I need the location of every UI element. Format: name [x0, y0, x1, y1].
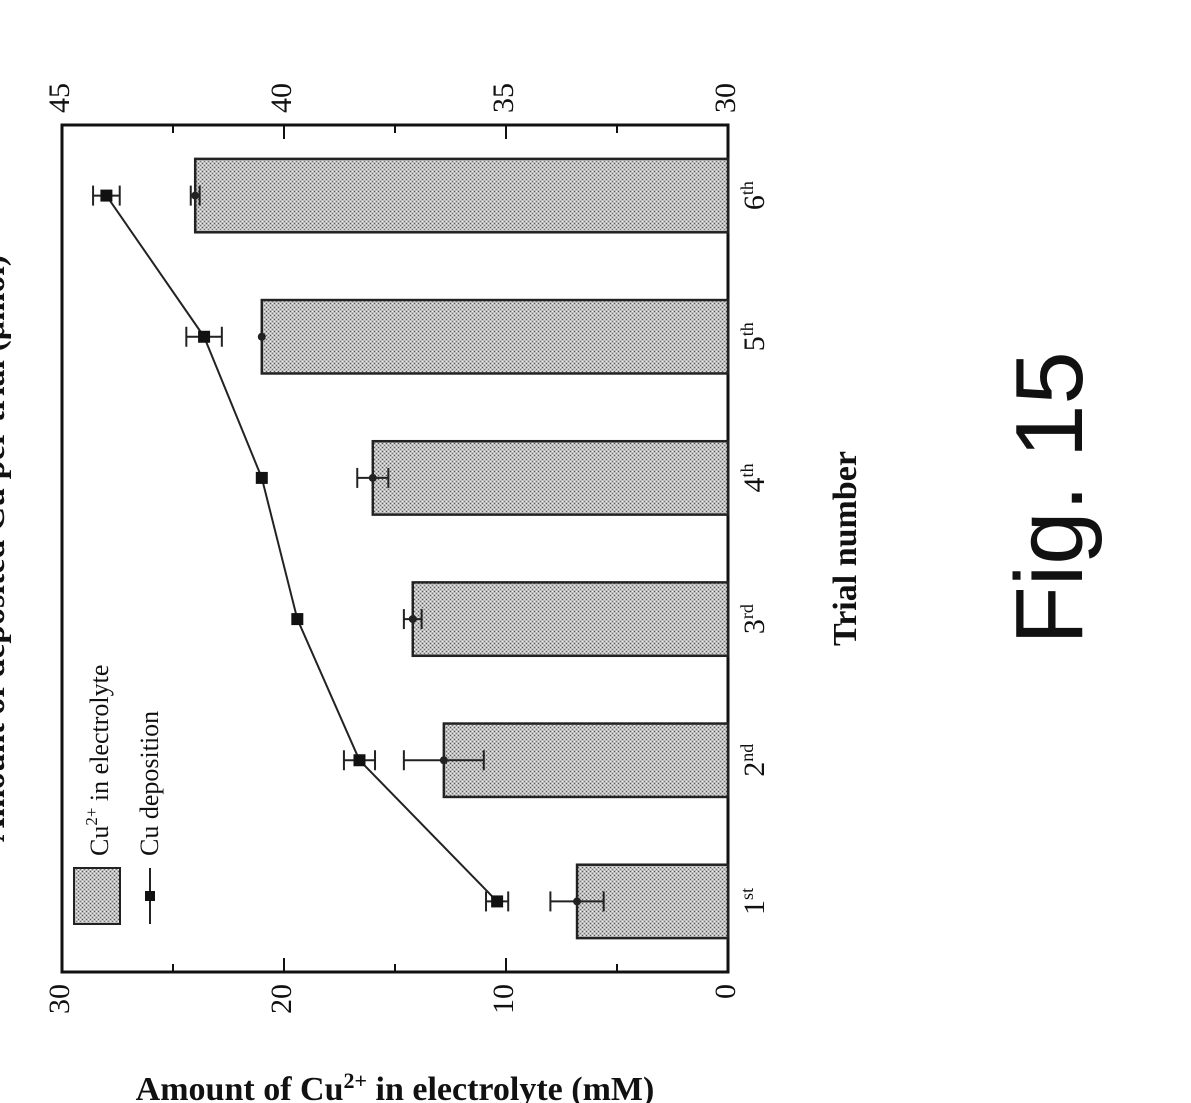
right-tick-label: 35 — [487, 83, 520, 113]
legend-swatch-bar — [73, 867, 121, 925]
bar-mean-marker — [191, 191, 200, 200]
left-tick-label: 20 — [265, 984, 298, 1014]
x-tick-label-3: 3rd — [737, 604, 771, 634]
left-tick-label: 10 — [487, 984, 520, 1014]
left-tick-label: 30 — [43, 984, 76, 1014]
legend-swatch-marker — [145, 891, 155, 901]
bar-mean-marker — [368, 473, 377, 482]
bar-mean-marker — [439, 756, 448, 765]
bar-mean-marker — [573, 897, 582, 906]
deposition-point-5th — [198, 330, 211, 343]
right-tick-label: 45 — [43, 83, 76, 113]
x-tick-label-1: 1st — [737, 888, 771, 915]
deposition-point-2nd — [353, 754, 366, 767]
bar-mean-marker — [408, 615, 417, 624]
legend-label-cu2-electrolyte: Cu2+ in electrolyte — [82, 665, 114, 856]
x-axis-title: Trial number — [827, 451, 864, 646]
x-tick-label-5: 5th — [737, 322, 771, 351]
left-tick-label: 0 — [709, 984, 742, 999]
left-axis-title: Amount of Cu2+ in electrolyte (mM) — [136, 1068, 655, 1103]
right-tick-label: 40 — [265, 83, 298, 113]
right-tick-label: 30 — [709, 83, 742, 113]
bar-2nd — [442, 722, 730, 799]
bar-4th — [371, 439, 730, 516]
figure-label: Fig. 15 — [996, 351, 1103, 645]
bar-3rd — [411, 581, 730, 658]
legend: Cu2+ in electrolyte Cu deposition — [73, 665, 164, 925]
x-tick-label-6: 6th — [737, 181, 771, 210]
legend-label-cu-deposition: Cu deposition — [135, 711, 164, 856]
deposition-point-4th — [255, 471, 268, 484]
x-tick-label-2: 2nd — [737, 744, 771, 777]
x-tick-label-4: 4th — [737, 463, 771, 492]
cu-deposition-line — [105, 195, 498, 903]
deposition-point-1st — [491, 895, 504, 908]
right-axis-title: Amount of deposited Cu per trial (μmol) — [0, 255, 12, 842]
bar-6th — [193, 157, 730, 234]
bar-5th — [260, 298, 730, 375]
deposition-point-6th — [100, 189, 113, 202]
deposition-point-3rd — [291, 613, 304, 626]
bar-mean-marker — [257, 332, 266, 341]
